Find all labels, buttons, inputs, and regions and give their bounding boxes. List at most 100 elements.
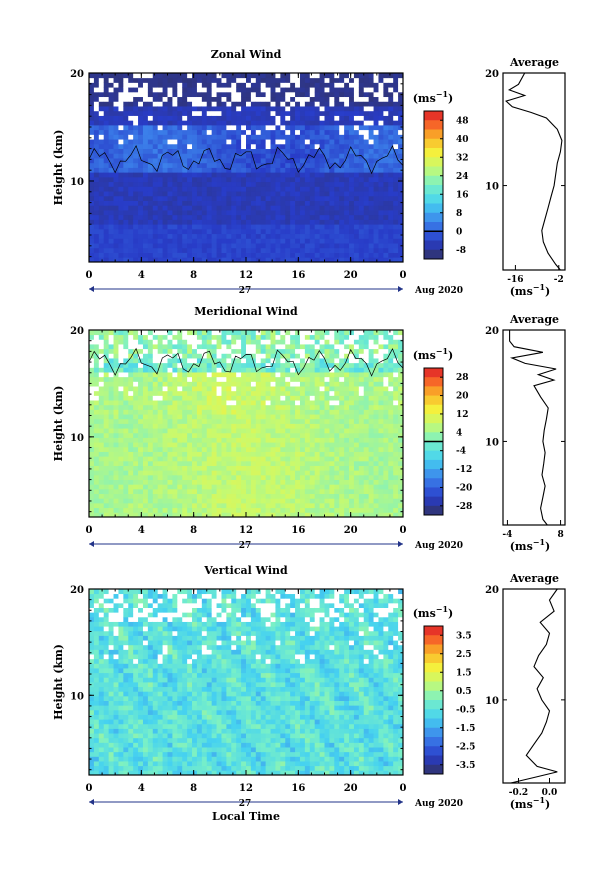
heatmap-cell	[393, 191, 399, 197]
heatmap-cell	[89, 214, 95, 220]
heatmap-cell	[108, 91, 114, 98]
heatmap-cell	[255, 423, 262, 429]
heatmap-cell	[349, 129, 355, 135]
heatmap-cell	[324, 129, 330, 135]
heatmap-cell	[324, 139, 330, 145]
heatmap-cell	[118, 176, 124, 183]
heatmap-cell	[324, 414, 330, 420]
heatmap-cell	[93, 129, 100, 135]
heatmap-cell	[388, 115, 394, 121]
heatmap-cell	[133, 243, 139, 249]
heatmap-cell	[309, 257, 316, 263]
heatmap-cell	[295, 195, 301, 201]
heatmap-cell	[358, 219, 365, 225]
heatmap-cell	[157, 148, 163, 154]
heatmap-cell	[246, 124, 252, 131]
heatmap-cell	[314, 488, 320, 495]
heatmap-cell	[211, 106, 217, 112]
heatmap-cell	[309, 512, 316, 518]
heatmap-cell	[226, 437, 232, 443]
heatmap-cell	[314, 474, 320, 481]
heatmap-cell	[182, 437, 188, 443]
heatmap-cell	[216, 423, 222, 429]
heatmap-cell	[295, 507, 301, 513]
heatmap-cell	[280, 257, 286, 263]
heatmap-cell	[187, 418, 193, 424]
heatmap-cell	[138, 210, 144, 216]
heatmap-cell	[275, 451, 281, 457]
heatmap-cell	[216, 474, 222, 481]
heatmap-cell	[211, 110, 217, 116]
heatmap-cell	[177, 348, 183, 354]
heatmap-cell	[192, 334, 198, 340]
heatmap-cell	[113, 191, 119, 197]
heatmap-cell	[299, 219, 306, 225]
heatmap-cell	[172, 143, 178, 150]
heatmap-cell	[295, 257, 301, 263]
heatmap-cell	[309, 376, 316, 382]
heatmap-cell	[128, 414, 134, 420]
heatmap-cell	[270, 367, 276, 373]
heatmap-cell	[260, 87, 267, 93]
heatmap-cell	[236, 87, 242, 93]
heatmap-cell	[250, 186, 257, 192]
heatmap-cell	[128, 493, 134, 499]
heatmap-cell	[216, 176, 222, 183]
heatmap-cell	[290, 507, 296, 513]
heatmap-cell	[89, 257, 95, 263]
heatmap-cell	[152, 362, 159, 368]
heatmap-cell	[339, 172, 345, 178]
heatmap-cell	[133, 446, 139, 452]
heatmap-cell	[152, 153, 159, 159]
heatmap-cell	[275, 129, 281, 135]
heatmap-cell	[334, 386, 340, 392]
heatmap-cell	[393, 110, 399, 116]
heatmap-cell	[285, 110, 291, 116]
heatmap-cell	[147, 139, 154, 145]
heatmap-cell	[339, 73, 345, 79]
heatmap-cell	[108, 395, 114, 401]
heatmap-cell	[280, 437, 286, 443]
heatmap-cell	[349, 158, 355, 164]
heatmap-cell	[206, 205, 213, 211]
heatmap-cell	[241, 348, 247, 354]
heatmap-cell	[373, 252, 379, 258]
heatmap-cell	[123, 77, 129, 83]
heatmap-cell	[344, 233, 350, 239]
heatmap-cell	[270, 233, 276, 239]
heatmap-cell	[187, 172, 193, 178]
heatmap-cell	[290, 205, 296, 211]
heatmap-cell	[206, 442, 213, 448]
heatmap-cell	[314, 423, 320, 429]
heatmap-cell	[246, 432, 252, 438]
heatmap-cell	[295, 176, 301, 183]
heatmap-cell	[147, 181, 154, 187]
heatmap-cell	[241, 381, 247, 387]
heatmap-cell	[334, 73, 340, 79]
heatmap-cell	[270, 210, 276, 216]
heatmap-cell	[299, 158, 306, 164]
heatmap-cell	[349, 191, 355, 197]
heatmap-cell	[142, 344, 149, 350]
heatmap-cell	[353, 372, 360, 378]
heatmap-cell	[192, 353, 198, 359]
heatmap-cell	[142, 129, 149, 135]
heatmap-cell	[241, 498, 247, 504]
heatmap-cell	[216, 348, 222, 354]
heatmap-cell	[123, 474, 129, 481]
heatmap-cell	[89, 376, 95, 382]
heatmap-cell	[98, 219, 105, 225]
heatmap-cell	[98, 423, 105, 429]
heatmap-cell	[89, 73, 95, 79]
heatmap-cell	[133, 186, 139, 192]
heatmap-cell	[201, 376, 208, 382]
heatmap-cell	[290, 73, 296, 79]
heatmap-cell	[98, 172, 105, 178]
heatmap-cell	[260, 101, 267, 107]
heatmap-cell	[172, 247, 178, 253]
heatmap-cell	[344, 456, 350, 462]
heatmap-cell	[98, 381, 105, 387]
heatmap-cell	[118, 252, 124, 258]
heatmap-cell	[172, 381, 178, 387]
heatmap-cell	[260, 115, 267, 121]
